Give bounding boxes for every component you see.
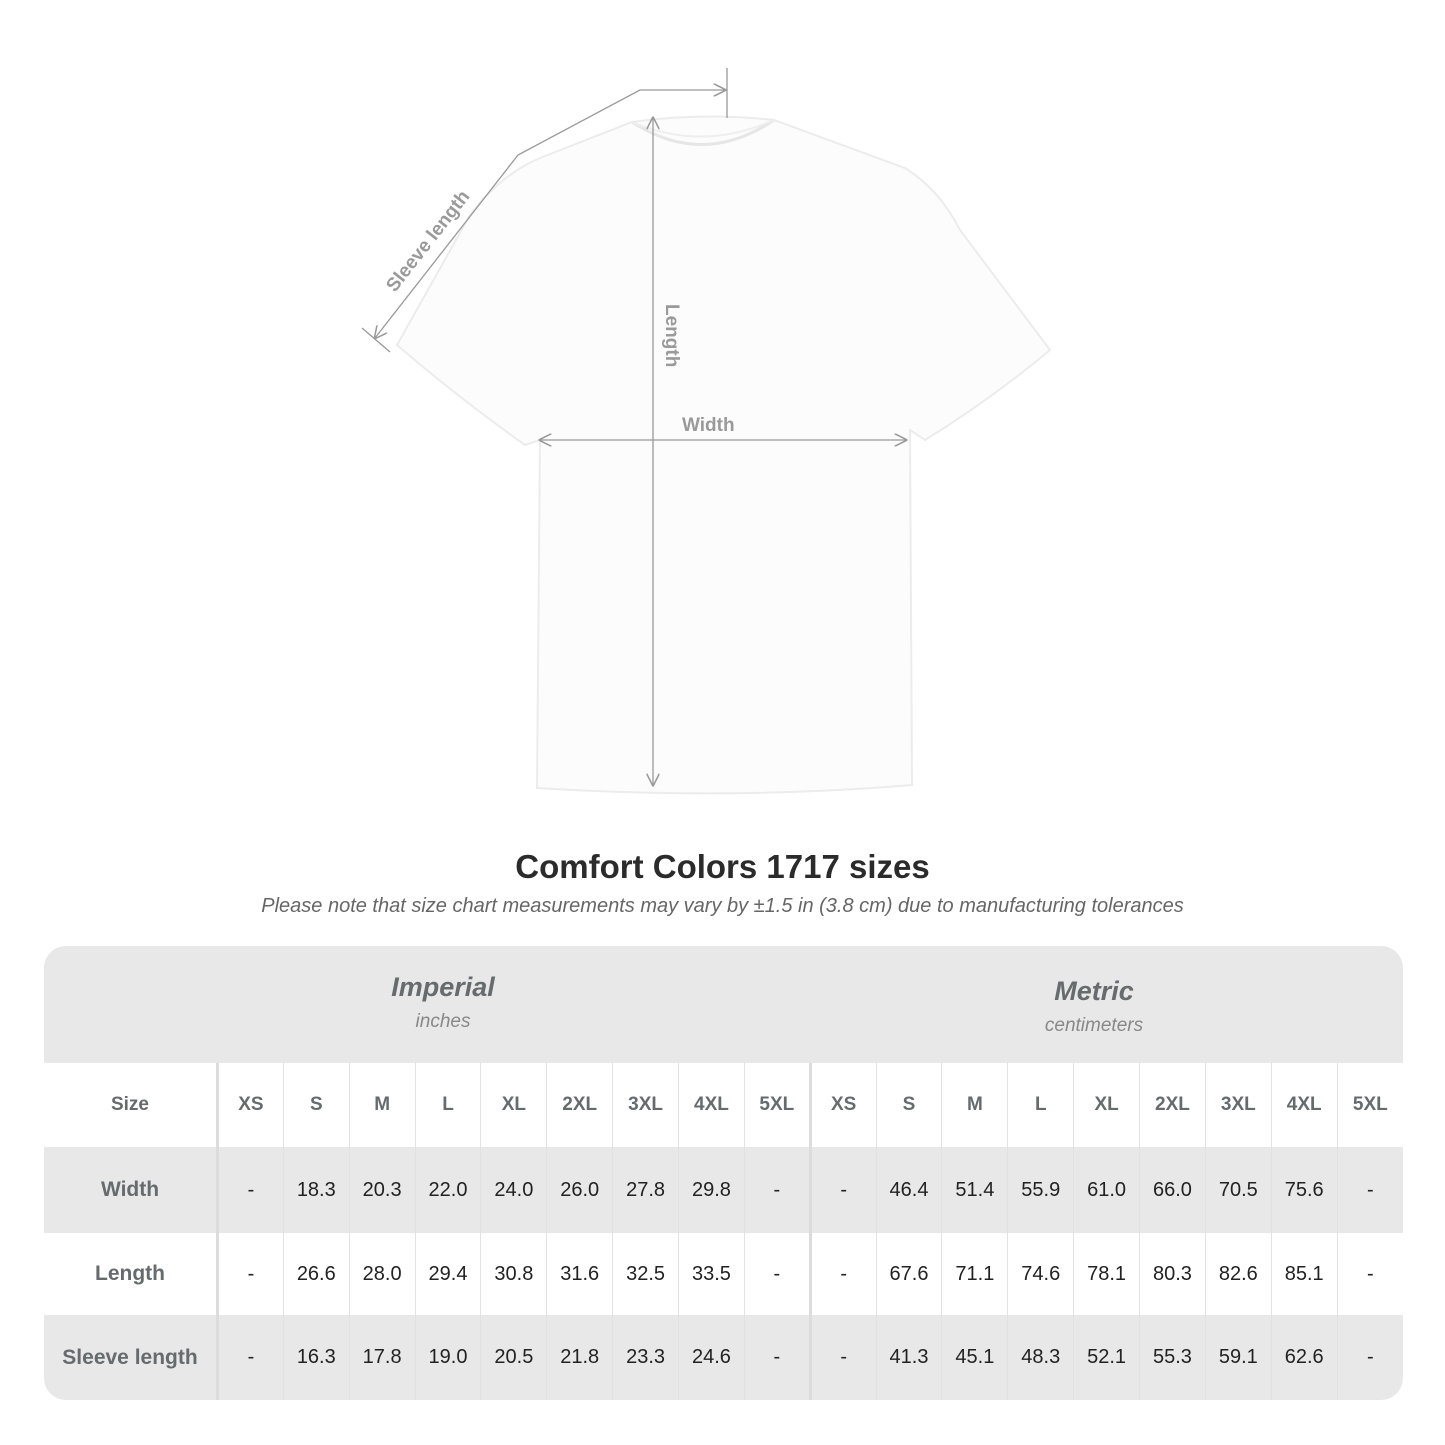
imperial-cell: 29.8 <box>678 1147 745 1233</box>
metric-cell: - <box>1336 1233 1403 1315</box>
imperial-size-XS: XS <box>217 1063 284 1147</box>
imperial-cell: 29.4 <box>414 1233 481 1315</box>
imperial-cell: 31.6 <box>546 1233 613 1315</box>
metric-size-2XL: 2XL <box>1139 1063 1206 1147</box>
size-grid: Size XS S M L XL 2XL 3XL 4XL 5XL XS S M L XL 2XL 3XL 4XL 5… <box>44 1063 1403 1400</box>
metric-cell: 82.6 <box>1204 1233 1272 1315</box>
imperial-size-3XL: 3XL <box>612 1063 679 1147</box>
metric-cell: 78.1 <box>1073 1233 1140 1315</box>
metric-cell: 52.1 <box>1073 1315 1140 1400</box>
row-label: Length <box>44 1233 219 1315</box>
metric-size-XS: XS <box>808 1063 877 1147</box>
imperial-cell: 23.3 <box>612 1315 679 1400</box>
imperial-cell: 32.5 <box>612 1233 679 1315</box>
imperial-cell: 20.3 <box>348 1147 416 1233</box>
metric-cell: 59.1 <box>1204 1315 1272 1400</box>
row-label: Width <box>44 1147 219 1233</box>
imperial-cell: - <box>743 1233 811 1315</box>
metric-cell: 67.6 <box>875 1233 942 1315</box>
metric-cell: - <box>808 1315 877 1400</box>
imperial-unit: inches <box>415 1011 471 1032</box>
imperial-cell: - <box>743 1315 811 1400</box>
metric-size-XL: XL <box>1073 1063 1140 1147</box>
metric-unit: centimeters <box>1044 1015 1144 1036</box>
imperial-cell: 24.0 <box>480 1147 547 1233</box>
imperial-cell: 16.3 <box>282 1315 350 1400</box>
width-label: Width <box>682 415 735 436</box>
length-label: Length <box>661 304 682 367</box>
imperial-cell: 20.5 <box>480 1315 547 1400</box>
imperial-title: Imperial <box>391 972 495 1002</box>
imperial-cell: 26.0 <box>546 1147 613 1233</box>
metric-cell: 45.1 <box>941 1315 1008 1400</box>
imperial-cell: - <box>217 1147 284 1233</box>
metric-cell: 80.3 <box>1139 1233 1206 1315</box>
size-header-label: Size <box>44 1063 219 1147</box>
imperial-cell: 17.8 <box>348 1315 416 1400</box>
table-row: Length -26.6 28.0 29.4 30.8 31.6 32.5 33.5- -67.… <box>44 1233 1403 1315</box>
metric-cell: - <box>808 1147 877 1233</box>
imperial-cell: 28.0 <box>348 1233 416 1315</box>
tolerance-note: Please note that size chart measurements… <box>261 895 1184 917</box>
size-header-row: Size XS S M L XL 2XL 3XL 4XL 5XL XS S M L XL 2XL 3XL 4XL 5… <box>44 1063 1403 1147</box>
imperial-size-XL: XL <box>480 1063 547 1147</box>
metric-cell: 71.1 <box>941 1233 1008 1315</box>
imperial-cell: - <box>217 1233 284 1315</box>
imperial-size-L: L <box>414 1063 481 1147</box>
imperial-size-S: S <box>282 1063 350 1147</box>
metric-cell: - <box>1336 1315 1403 1400</box>
tshirt-diagram: Sleeve length Length Width <box>361 68 1052 795</box>
metric-cell: 74.6 <box>1007 1233 1074 1315</box>
table-row: Sleeve length -16.3 17.8 19.0 20.5 21.8 23.3 24… <box>44 1315 1403 1400</box>
unit-header-band <box>44 946 1403 1063</box>
metric-cell: 46.4 <box>875 1147 942 1233</box>
imperial-cell: 22.0 <box>414 1147 481 1233</box>
metric-size-M: M <box>941 1063 1008 1147</box>
metric-size-S: S <box>875 1063 942 1147</box>
metric-cell: 51.4 <box>941 1147 1008 1233</box>
metric-size-3XL: 3XL <box>1204 1063 1272 1147</box>
metric-cell: 41.3 <box>875 1315 942 1400</box>
metric-cell: 48.3 <box>1007 1315 1074 1400</box>
metric-header: Metric centimeters <box>809 976 1379 1037</box>
metric-cell: 55.3 <box>1139 1315 1206 1400</box>
imperial-cell: 26.6 <box>282 1233 350 1315</box>
length-measure: Length <box>653 118 682 785</box>
imperial-cell: - <box>217 1315 284 1400</box>
metric-cell: 55.9 <box>1007 1147 1074 1233</box>
imperial-cell: - <box>743 1147 811 1233</box>
size-table: Imperial inches Metric centimeters Size X… <box>44 946 1403 1400</box>
metric-size-5XL: 5XL <box>1336 1063 1403 1147</box>
metric-title: Metric <box>1054 976 1134 1006</box>
row-label: Sleeve length <box>44 1315 219 1400</box>
chart-title: Comfort Colors 1717 sizes <box>515 848 930 885</box>
imperial-cell: 27.8 <box>612 1147 679 1233</box>
imperial-cell: 21.8 <box>546 1315 613 1400</box>
imperial-cell: 30.8 <box>480 1233 547 1315</box>
metric-size-4XL: 4XL <box>1270 1063 1338 1147</box>
imperial-size-2XL: 2XL <box>546 1063 613 1147</box>
imperial-cell: 18.3 <box>282 1147 350 1233</box>
imperial-cell: 19.0 <box>414 1315 481 1400</box>
imperial-cell: 33.5 <box>678 1233 745 1315</box>
metric-cell: 85.1 <box>1270 1233 1338 1315</box>
imperial-size-M: M <box>348 1063 416 1147</box>
metric-cell: 66.0 <box>1139 1147 1206 1233</box>
table-row: Width -18.3 20.3 22.0 24.0 26.0 27.8 29.8- -46.4… <box>44 1147 1403 1233</box>
imperial-size-4XL: 4XL <box>678 1063 745 1147</box>
metric-cell: - <box>1336 1147 1403 1233</box>
imperial-header: Imperial inches <box>216 972 670 1033</box>
metric-size-L: L <box>1007 1063 1074 1147</box>
metric-cell: 70.5 <box>1204 1147 1272 1233</box>
metric-cell: 61.0 <box>1073 1147 1140 1233</box>
width-measure: Width <box>540 415 906 440</box>
metric-cell: 62.6 <box>1270 1315 1338 1400</box>
metric-cell: 75.6 <box>1270 1147 1338 1233</box>
imperial-cell: 24.6 <box>678 1315 745 1400</box>
imperial-size-5XL: 5XL <box>743 1063 811 1147</box>
metric-cell: - <box>808 1233 877 1315</box>
tshirt-shape <box>395 115 1052 795</box>
